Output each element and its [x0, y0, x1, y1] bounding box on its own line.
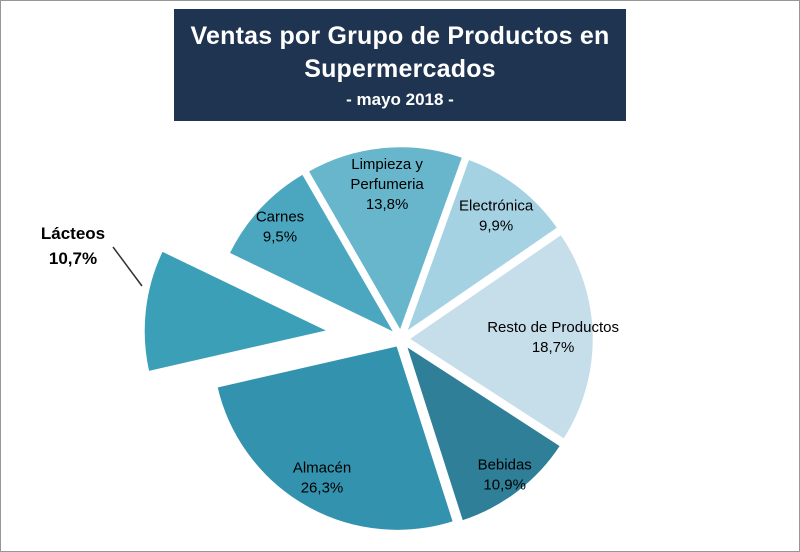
- pie-label-bebidas: Bebidas 10,9%: [478, 457, 532, 494]
- pie-label-electronica: Electrónica 9,9%: [459, 198, 534, 235]
- chart-subtitle: - mayo 2018 -: [346, 90, 454, 109]
- pie-label-lacteos: Lácteos: [41, 224, 105, 243]
- pie-slice-resto-de-productos: [406, 232, 596, 442]
- chart-title-line1: Ventas por Grupo de Productos en: [190, 22, 610, 50]
- pie-slice-almacen: [214, 343, 456, 533]
- pie-slices: [142, 144, 596, 533]
- pie-label-carnes: Carnes 9,5%: [256, 209, 304, 246]
- pie-label-limpieza-y-perfumeria: Limpieza y Perfumeria 13,8%: [350, 156, 424, 213]
- chart-title-line2: Supermercados: [304, 55, 496, 83]
- pie-value-lacteos: 10,7%: [49, 249, 97, 268]
- pie-slice-carnes: [227, 171, 398, 336]
- pie-slice-bebidas: [404, 343, 563, 523]
- pie-slice-limpieza-y-perfumeria: [306, 144, 465, 334]
- pie-label-almacen: Almacén 26,3%: [293, 460, 351, 497]
- callout-line-lacteos: [112, 246, 143, 287]
- pie-slice-electronica: [404, 157, 560, 335]
- chart-title-box: Ventas por Grupo de Productos en Superme…: [174, 9, 626, 121]
- pie-slice-lacteos: [142, 248, 331, 374]
- pie-label-resto-de-productos: Resto de Productos 18,7%: [487, 319, 619, 356]
- pie-labels: Limpieza y Perfumeria 13,8% Electrónica 9,9%…: [41, 156, 619, 497]
